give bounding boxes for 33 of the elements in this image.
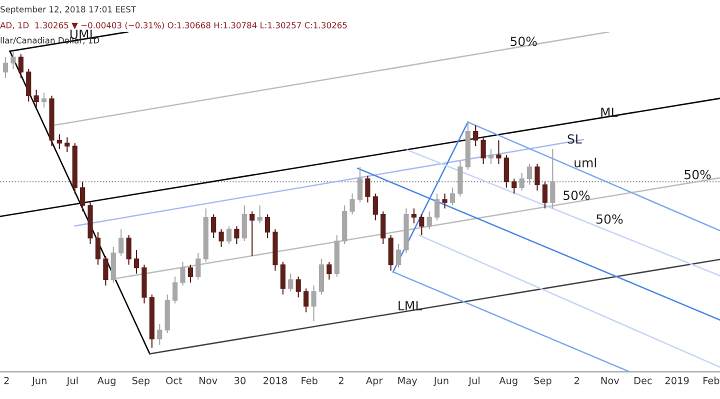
x-tick-label: Aug xyxy=(97,377,116,386)
x-tick-label: Oct xyxy=(166,376,182,384)
x-tick-label: May xyxy=(398,377,418,386)
x-tick-label: Aug xyxy=(499,377,518,386)
x-tick-label: Nov xyxy=(200,377,218,384)
x-tick-label: Feb xyxy=(302,376,318,384)
x-tick-label: Nov xyxy=(601,377,620,384)
x-tick-label: Jun xyxy=(32,377,46,386)
annotation: 50% xyxy=(510,36,537,46)
annotation: 50% xyxy=(596,214,623,224)
x-tick-label: Apr xyxy=(366,377,383,386)
x-tick-label: Jul xyxy=(468,376,480,386)
x-tick-label: 30 xyxy=(234,376,246,384)
x-tick-label: Jun xyxy=(433,377,448,386)
x-tick-label: 2018 xyxy=(264,376,287,384)
x-tick-label: Feb xyxy=(704,376,720,384)
x-tick-label: Dec xyxy=(634,377,652,384)
annotation: uml xyxy=(574,158,596,168)
annotation: UML xyxy=(70,30,96,39)
x-tick-label: Sep xyxy=(132,376,150,386)
annotation: 50% xyxy=(684,170,711,180)
text: September 12, 2018 17:01 EEST xyxy=(0,6,136,14)
x-tick-label: 2 xyxy=(574,376,579,384)
annotation: SL xyxy=(568,134,582,144)
chart-title: AD, 1D 1.30265 ▼ −0.00403 (−0.31%) O:1.30668 H:1.30784 L:1.30257 C:1.30265 xyxy=(0,22,347,30)
x-tick-label: 2019 xyxy=(665,376,689,384)
x-tick-label: 2 xyxy=(4,376,9,384)
x-tick-label: Sep xyxy=(534,376,552,386)
x-tick-label: Jul xyxy=(66,376,78,386)
x-tick-label: 2 xyxy=(338,376,344,384)
annotation: ML xyxy=(601,108,618,117)
annotation: LML xyxy=(398,301,422,310)
annotation: 50% xyxy=(564,190,590,200)
